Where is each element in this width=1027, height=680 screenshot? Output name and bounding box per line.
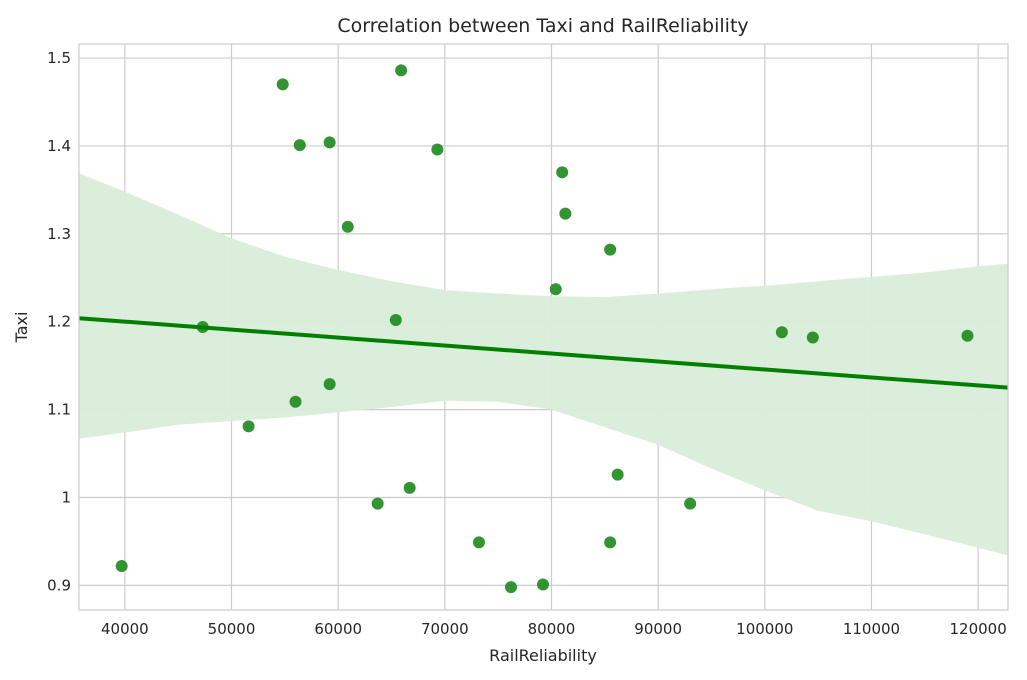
confidence-band-area: [79, 173, 1008, 556]
regression-line: [78, 316, 1009, 390]
data-point: [371, 497, 384, 510]
chart-title: Correlation between Taxi and RailReliabi…: [337, 15, 748, 37]
y-tick-label: 1.5: [47, 49, 71, 67]
data-point: [289, 395, 302, 408]
data-point: [961, 329, 974, 342]
data-point: [472, 536, 485, 549]
y-tick-label: 1.3: [47, 225, 71, 243]
x-tick-labels: 40000 50000 60000 70000 80000 90000 100000 1100…: [101, 620, 1007, 638]
data-point: [341, 220, 354, 233]
x-axis-label: RailReliability: [489, 646, 597, 665]
data-point: [549, 283, 562, 296]
data-point: [395, 64, 408, 77]
x-tick-label: 100000: [736, 620, 793, 638]
y-tick-label: 1.4: [47, 137, 71, 155]
regression-line-group: [78, 316, 1009, 390]
confidence-band: [79, 173, 1008, 556]
data-point: [389, 313, 402, 326]
data-point: [323, 378, 336, 391]
x-tick-label: 90000: [634, 620, 682, 638]
x-tick-label: 120000: [950, 620, 1007, 638]
data-point: [504, 581, 517, 594]
data-point: [242, 420, 255, 433]
x-tick-label: 40000: [101, 620, 149, 638]
data-point: [559, 207, 572, 220]
y-tick-label: 1.2: [47, 313, 71, 331]
x-tick-label: 70000: [421, 620, 469, 638]
data-point: [276, 78, 289, 91]
y-tick-labels: 0.9 1 1.1 1.2 1.3 1.4 1.5: [47, 49, 71, 594]
data-point: [536, 578, 549, 591]
plot-frame: [78, 43, 1009, 611]
data-point: [684, 497, 697, 510]
data-point: [604, 243, 617, 256]
y-tick-label: 1: [61, 489, 71, 507]
data-point: [431, 143, 444, 156]
x-tick-label: 60000: [314, 620, 362, 638]
x-tick-label: 110000: [843, 620, 900, 638]
data-point: [775, 326, 788, 339]
data-point: [323, 136, 336, 149]
y-axis-label: Taxi: [12, 312, 31, 344]
data-point: [115, 560, 128, 573]
y-tick-label: 0.9: [47, 576, 71, 594]
data-point: [403, 481, 416, 494]
data-points: [115, 64, 974, 594]
data-point: [611, 468, 624, 481]
data-point: [293, 139, 306, 152]
x-tick-label: 80000: [528, 620, 576, 638]
y-tick-label: 1.1: [47, 401, 71, 419]
x-tick-label: 50000: [208, 620, 256, 638]
data-point: [604, 536, 617, 549]
data-point: [806, 331, 819, 344]
data-point: [556, 166, 569, 179]
